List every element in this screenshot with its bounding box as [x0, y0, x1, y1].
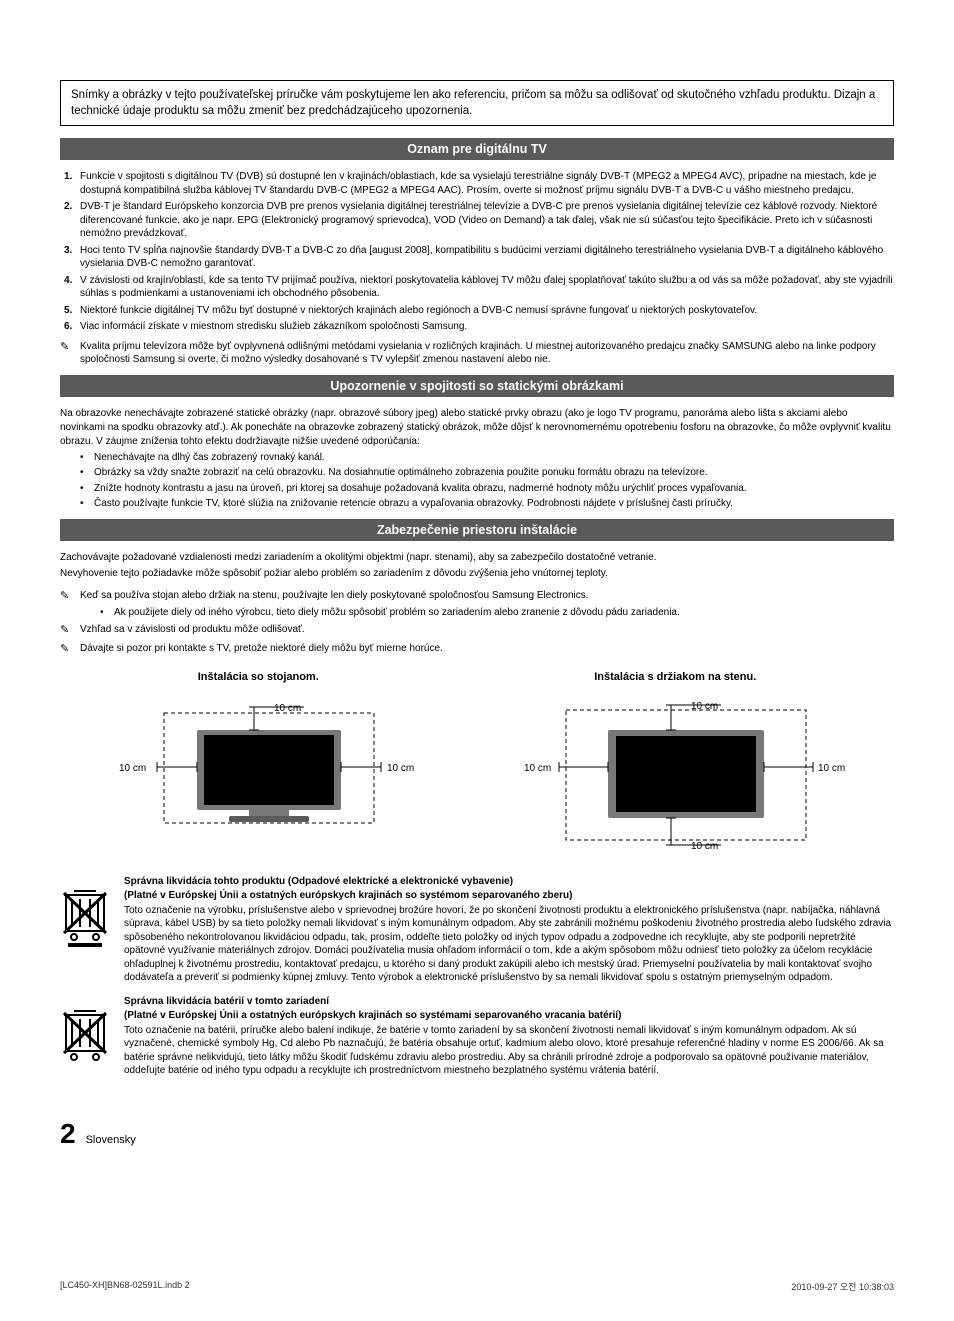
print-footer: [LC450-XH]BN68-02591L.indb 2 2010-09-27 … — [60, 1280, 894, 1293]
item-text: Hoci tento TV spĺňa najnovšie štandardy … — [80, 244, 894, 271]
item-num: 5. — [60, 304, 80, 318]
note-line: ✎ Vzhľad sa v závislosti od produktu môž… — [60, 623, 894, 638]
dim-label: 10 cm — [524, 763, 551, 774]
list-item: 5.Niektoré funkcie digitálnej TV môžu by… — [60, 304, 894, 318]
bullet-text: Ak použijete diely od iného výrobcu, tie… — [114, 606, 680, 620]
disposal-body: Toto označenie na výrobku, príslušenstve… — [124, 904, 894, 985]
note-icon: ✎ — [60, 340, 80, 367]
item-num: 2. — [60, 200, 80, 241]
disposal-subtitle: (Platné v Európskej Únii a ostatných eur… — [124, 889, 894, 903]
bullet-dot: • — [100, 606, 114, 620]
disposal-block-2: Správna likvidácia batérií v tomto zaria… — [60, 995, 894, 1078]
disposal-block-1: Správna likvidácia tohto produktu (Odpad… — [60, 875, 894, 985]
note-text: Dávajte si pozor pri kontakte s TV, pret… — [80, 642, 894, 657]
dim-label: 10 cm — [691, 841, 718, 852]
note-text: Kvalita príjmu televízora môže byť ovply… — [80, 340, 894, 367]
bullet-text: Obrázky sa vždy snažte zobraziť na celú … — [94, 466, 708, 480]
list-item: 2.DVB-T je štandard Európskeho konzorcia… — [60, 200, 894, 241]
item-text: Funkcie v spojitosti s digitálnou TV (DV… — [80, 170, 894, 197]
list-item: 4.V závislosti od krajín/oblastí, kde sa… — [60, 274, 894, 301]
disposal-body: Toto označenie na batérii, príručke aleb… — [124, 1024, 894, 1078]
sub-bullet: • Ak použijete diely od iného výrobcu, t… — [60, 606, 894, 620]
intro-box: Snímky a obrázky v tejto používateľskej … — [60, 80, 894, 126]
item-num: 1. — [60, 170, 80, 197]
section-header-2: Upozornenie v spojitosti so statickými o… — [60, 375, 894, 397]
paragraph: Nevyhovenie tejto požiadavke môže spôsob… — [60, 567, 894, 581]
item-text: V závislosti od krajín/oblastí, kde sa t… — [80, 274, 894, 301]
install-titles-row: Inštalácia so stojanom. Inštalácia s drž… — [60, 671, 894, 683]
doc-timestamp: 2010-09-27 오전 10:38:03 — [791, 1280, 894, 1293]
paragraph: Na obrazovke nenechávajte zobrazené stat… — [60, 407, 894, 449]
note-icon: ✎ — [60, 642, 80, 657]
section-header-1: Oznam pre digitálnu TV — [60, 138, 894, 160]
bullet-dot: • — [80, 497, 94, 511]
item-text: DVB-T je štandard Európskeho konzorcia D… — [80, 200, 894, 241]
page-number: 2 — [60, 1118, 76, 1150]
bullet-item: •Nenechávajte na dlhý čas zobrazený rovn… — [60, 451, 894, 465]
item-text: Niektoré funkcie digitálnej TV môžu byť … — [80, 304, 894, 318]
disposal-text: Správna likvidácia batérií v tomto zaria… — [124, 995, 894, 1078]
page-footer: 2 Slovensky — [60, 1118, 894, 1150]
note-text: Keď sa používa stojan alebo držiak na st… — [80, 589, 894, 604]
diagram-stand: 10 cm 10 cm 10 cm — [79, 695, 459, 855]
note-line: ✎ Kvalita príjmu televízora môže byť ovp… — [60, 340, 894, 367]
item-num: 3. — [60, 244, 80, 271]
dim-label: 10 cm — [818, 763, 845, 774]
note-line: ✎ Dávajte si pozor pri kontakte s TV, pr… — [60, 642, 894, 657]
diagram-wall: 10 cm 10 cm 10 cm 10 cm — [496, 695, 876, 855]
bullet-text: Nenechávajte na dlhý čas zobrazený rovna… — [94, 451, 325, 465]
item-num: 4. — [60, 274, 80, 301]
bullet-list-2: •Nenechávajte na dlhý čas zobrazený rovn… — [60, 451, 894, 511]
install-title-right: Inštalácia s držiakom na stenu. — [594, 671, 756, 683]
bullet-item: •Obrázky sa vždy snažte zobraziť na celú… — [60, 466, 894, 480]
bullet-dot: • — [80, 451, 94, 465]
bullet-dot: • — [80, 482, 94, 496]
bullet-text: Znížte hodnoty kontrastu a jasu na úrove… — [94, 482, 747, 496]
list-item: 3.Hoci tento TV spĺňa najnovšie štandard… — [60, 244, 894, 271]
note-line: ✎ Keď sa používa stojan alebo držiak na … — [60, 589, 894, 604]
weee-icon — [60, 875, 110, 985]
doc-ref: [LC450-XH]BN68-02591L.indb 2 — [60, 1280, 190, 1293]
note-text: Vzhľad sa v závislosti od produktu môže … — [80, 623, 894, 638]
item-num: 6. — [60, 320, 80, 334]
install-diagrams: 10 cm 10 cm 10 cm 10 cm 10 cm — [60, 695, 894, 855]
dim-label: 10 cm — [387, 763, 414, 774]
numbered-list-1: 1.Funkcie v spojitosti s digitálnou TV (… — [60, 170, 894, 334]
item-text: Viac informácií získate v miestnom stred… — [80, 320, 894, 334]
bullet-item: •Znížte hodnoty kontrastu a jasu na úrov… — [60, 482, 894, 496]
page-language: Slovensky — [86, 1134, 136, 1146]
disposal-subtitle: (Platné v Európskej Únii a ostatných eur… — [124, 1009, 894, 1023]
battery-weee-icon — [60, 995, 110, 1078]
note-icon: ✎ — [60, 589, 80, 604]
bullet-item: •Často používajte funkcie TV, ktoré slúž… — [60, 497, 894, 511]
dim-label: 10 cm — [691, 701, 718, 712]
dim-label: 10 cm — [274, 703, 301, 714]
list-item: 6.Viac informácií získate v miestnom str… — [60, 320, 894, 334]
dim-label: 10 cm — [119, 763, 146, 774]
disposal-text: Správna likvidácia tohto produktu (Odpad… — [124, 875, 894, 985]
install-title-left: Inštalácia so stojanom. — [198, 671, 319, 683]
section-header-3: Zabezpečenie priestoru inštalácie — [60, 519, 894, 541]
bullet-text: Často používajte funkcie TV, ktoré slúži… — [94, 497, 733, 511]
bullet-dot: • — [80, 466, 94, 480]
paragraph: Zachovávajte požadované vzdialenosti med… — [60, 551, 894, 565]
intro-text: Snímky a obrázky v tejto používateľskej … — [71, 89, 875, 117]
disposal-title: Správna likvidácia tohto produktu (Odpad… — [124, 875, 894, 889]
disposal-title: Správna likvidácia batérií v tomto zaria… — [124, 995, 894, 1009]
note-icon: ✎ — [60, 623, 80, 638]
list-item: 1.Funkcie v spojitosti s digitálnou TV (… — [60, 170, 894, 197]
